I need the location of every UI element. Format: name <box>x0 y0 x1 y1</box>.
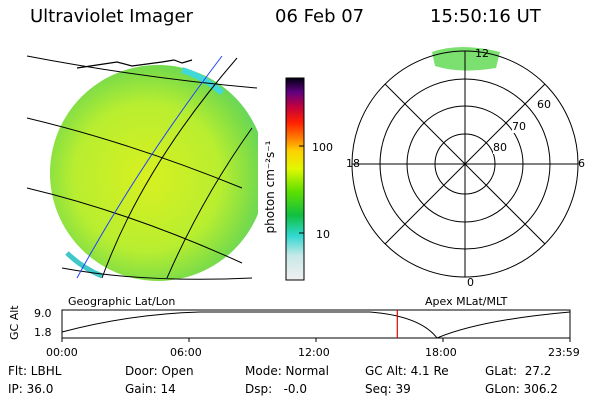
colorbar-tick-10: 10 <box>316 228 330 241</box>
geographic-image <box>26 55 258 281</box>
lat-label-80: 80 <box>493 141 507 154</box>
info-dsp: Dsp: -0.0 <box>245 382 308 396</box>
meridian-highlight <box>76 55 223 279</box>
xtick-1200: 12:00 <box>298 346 330 359</box>
info-glat: GLat: 27.2 <box>485 364 552 378</box>
xtick-1800: 18:00 <box>425 346 457 359</box>
mlt-label-0: 0 <box>467 276 474 289</box>
info-glon: GLon: 306.2 <box>485 382 558 396</box>
polar-plot <box>351 47 579 278</box>
info-mode: Mode: Normal <box>245 364 329 378</box>
colorbar-tick-100: 100 <box>312 141 333 154</box>
info-gc-alt: GC Alt: 4.1 Re <box>365 364 449 378</box>
info-filter: Flt: LBHL <box>8 364 62 378</box>
longitude-grid <box>101 57 253 279</box>
colorbar-scale <box>285 77 305 281</box>
altitude-xticks <box>61 338 571 342</box>
info-door: Door: Open <box>125 364 194 378</box>
colorbar-unit-label: photon cm⁻²s⁻¹ <box>263 140 277 234</box>
altitude-plot-frame <box>61 309 571 339</box>
xtick-0000: 00:00 <box>46 346 78 359</box>
altitude-plot <box>61 309 571 342</box>
info-seq: Seq: 39 <box>365 382 411 396</box>
altitude-ytick-high: 9.0 <box>34 307 52 320</box>
coastline <box>76 59 193 69</box>
instrument-title: Ultraviolet Imager <box>30 6 193 27</box>
xtick-2359: 23:59 <box>548 346 580 359</box>
geographic-panel-label: Geographic Lat/Lon <box>68 295 176 308</box>
lat-label-60: 60 <box>537 98 551 111</box>
latitude-grid <box>26 55 258 280</box>
xtick-0600: 06:00 <box>170 346 202 359</box>
time-label: 15:50:16 UT <box>430 6 541 27</box>
altitude-ylabel: GC Alt <box>8 305 21 340</box>
lat-label-70: 70 <box>512 120 526 133</box>
mlt-label-18: 18 <box>346 157 360 170</box>
mlt-label-6: 6 <box>578 157 585 170</box>
earth-disk <box>50 65 258 281</box>
polar-panel-label: Apex MLat/MLT <box>425 295 508 308</box>
colorbar <box>285 77 305 281</box>
altitude-curve <box>61 311 571 339</box>
altitude-ytick-low: 1.8 <box>34 326 52 339</box>
disk-limb-glow <box>181 67 225 96</box>
mlt-label-12: 12 <box>475 47 489 60</box>
date-label: 06 Feb 07 <box>275 6 365 27</box>
info-ip: IP: 36.0 <box>8 382 54 396</box>
info-gain: Gain: 14 <box>125 382 176 396</box>
